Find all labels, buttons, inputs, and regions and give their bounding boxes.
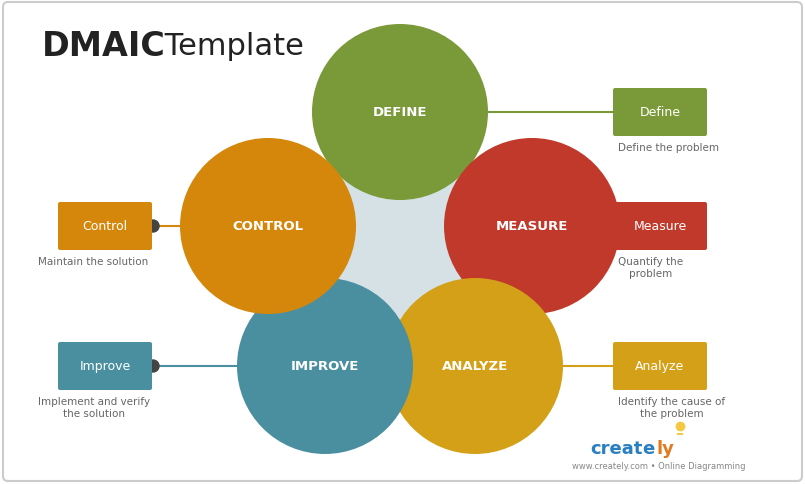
- Circle shape: [147, 360, 159, 372]
- Circle shape: [444, 139, 620, 314]
- FancyBboxPatch shape: [613, 342, 707, 390]
- Text: Improve: Improve: [80, 360, 130, 373]
- Text: Identify the cause of
the problem: Identify the cause of the problem: [618, 396, 725, 418]
- Text: DEFINE: DEFINE: [373, 106, 427, 119]
- Text: Quantify the
problem: Quantify the problem: [618, 257, 683, 278]
- Text: ly: ly: [656, 439, 674, 457]
- FancyBboxPatch shape: [3, 3, 802, 481]
- FancyBboxPatch shape: [58, 342, 152, 390]
- Text: CONTROL: CONTROL: [233, 220, 303, 233]
- Text: e: e: [642, 439, 654, 457]
- Text: MEASURE: MEASURE: [496, 220, 568, 233]
- Text: Define the problem: Define the problem: [618, 143, 719, 152]
- Circle shape: [616, 360, 628, 372]
- Text: ANALYZE: ANALYZE: [442, 360, 508, 373]
- Text: creat: creat: [590, 439, 642, 457]
- FancyBboxPatch shape: [613, 89, 707, 136]
- Text: Control: Control: [82, 220, 127, 233]
- Circle shape: [237, 278, 413, 454]
- Polygon shape: [276, 110, 523, 345]
- Circle shape: [180, 139, 356, 314]
- Text: Implement and verify
the solution: Implement and verify the solution: [38, 396, 150, 418]
- Circle shape: [387, 278, 563, 454]
- Text: Measure: Measure: [634, 220, 687, 233]
- Text: Template: Template: [155, 32, 303, 61]
- Text: Maintain the solution: Maintain the solution: [38, 257, 148, 267]
- FancyBboxPatch shape: [58, 203, 152, 251]
- FancyBboxPatch shape: [613, 203, 707, 251]
- Text: Define: Define: [639, 106, 680, 119]
- Text: IMPROVE: IMPROVE: [291, 360, 359, 373]
- Text: www.creately.com • Online Diagramming: www.creately.com • Online Diagramming: [572, 462, 745, 470]
- Text: Analyze: Analyze: [635, 360, 684, 373]
- Circle shape: [616, 221, 628, 232]
- Circle shape: [312, 25, 488, 200]
- Circle shape: [147, 221, 159, 232]
- Circle shape: [616, 107, 628, 119]
- Text: DMAIC: DMAIC: [42, 30, 166, 63]
